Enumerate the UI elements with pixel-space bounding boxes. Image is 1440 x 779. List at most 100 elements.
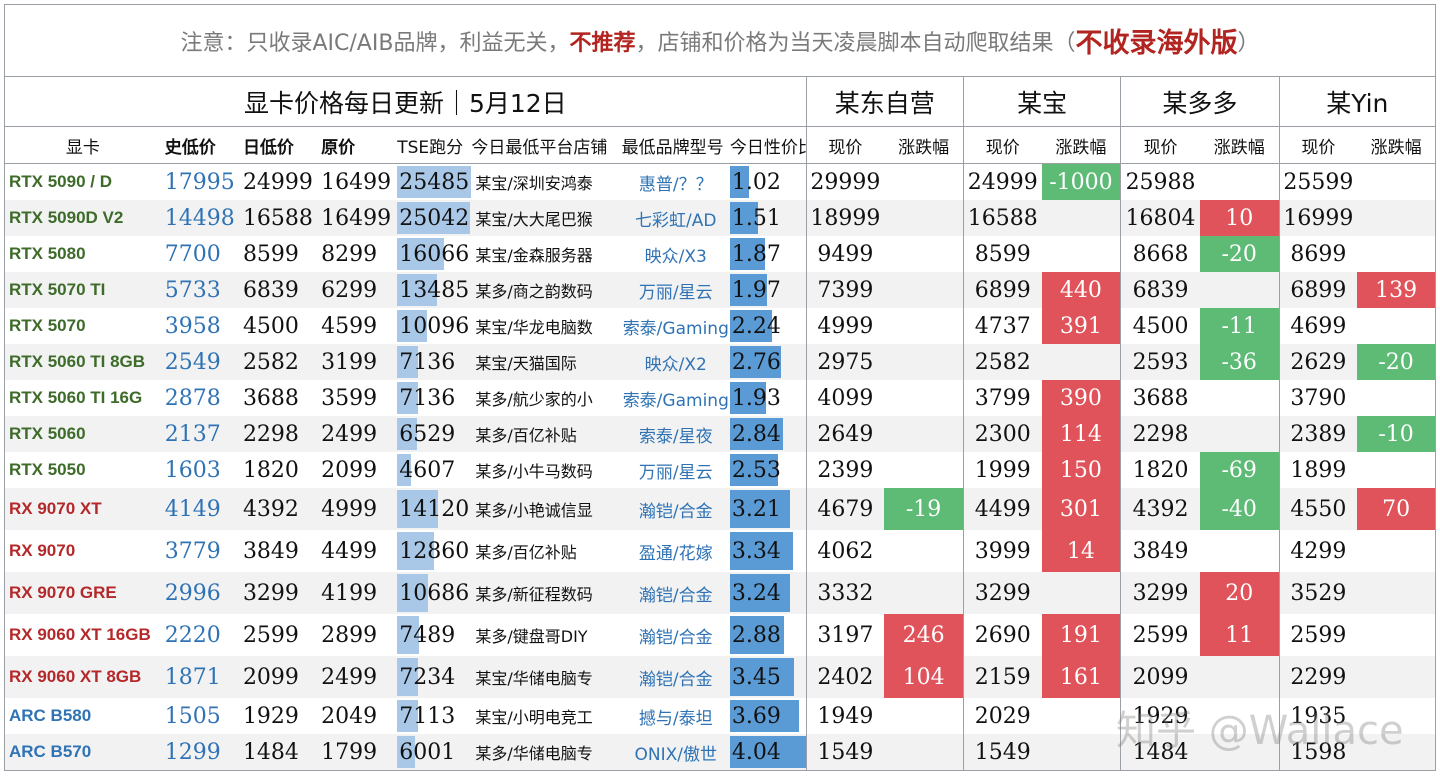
pdd-price: 2099 bbox=[1120, 656, 1200, 698]
value-ratio: 2.84 bbox=[729, 416, 807, 452]
lowest-shop: 某多/小艳诚信显 bbox=[471, 488, 622, 530]
taobao-change bbox=[1042, 236, 1121, 272]
yin-change bbox=[1357, 572, 1437, 614]
lowest-shop: 某多/新征程数码 bbox=[471, 572, 622, 614]
hist-low-price: 3779 bbox=[164, 538, 221, 564]
lowest-brand-model: 万丽/星云 bbox=[621, 272, 730, 308]
tse-score-value: 6001 bbox=[399, 739, 456, 765]
pdd-price: 25988 bbox=[1120, 163, 1200, 200]
tse-score-bar bbox=[397, 736, 416, 768]
lowest-shop: 某多/商之韵数码 bbox=[471, 272, 622, 308]
lowest-brand-model: 盈通/花嫁 bbox=[638, 543, 713, 564]
yin-price: 3529 bbox=[1278, 572, 1358, 614]
platform-pdd: 某多多 bbox=[1120, 76, 1280, 127]
gpu-name: RTX 5060 TI 8GB bbox=[3, 344, 161, 380]
hist-low-price: 1505 bbox=[164, 703, 221, 729]
tse-score-bar bbox=[397, 274, 437, 306]
platform-jd: 某东自营 bbox=[805, 76, 964, 127]
msrp-price: 3199 bbox=[317, 344, 398, 380]
msrp-price: 4199 bbox=[317, 572, 398, 614]
jd-change bbox=[884, 452, 963, 488]
gpu-name: RTX 5070 bbox=[3, 308, 161, 344]
hist-low-price: 2996 bbox=[160, 572, 239, 614]
tse-score: 7136 bbox=[397, 380, 471, 416]
pdd-price: 2298 bbox=[1120, 416, 1200, 452]
lowest-shop: 某多/键盘哥DIY bbox=[475, 627, 588, 646]
table-row: RTX 5080 7700 8599 8299 16066 某宝/金森服务器 映众/X3 1.… bbox=[3, 236, 1437, 272]
tse-score-bar bbox=[397, 454, 411, 486]
value-ratio-bar bbox=[729, 616, 784, 654]
lowest-brand-model: 瀚铠/合金 bbox=[638, 627, 713, 648]
pdd-price: 4500 bbox=[1120, 308, 1200, 344]
tse-score: 4607 bbox=[397, 452, 471, 488]
notice-text-1: 注意：只收录AIC/AIB品牌，利益无关， bbox=[180, 30, 570, 56]
gpu-name: RTX 5080 bbox=[3, 236, 161, 272]
gpu-name: RTX 5090 / D bbox=[3, 163, 161, 200]
value-ratio-bar bbox=[729, 202, 758, 234]
col-gpu: 显卡 bbox=[3, 126, 161, 164]
msrp-price: 4599 bbox=[321, 313, 378, 339]
lowest-brand-model: 索泰/Gaming bbox=[622, 318, 729, 339]
tse-score: 6001 bbox=[397, 734, 472, 771]
lowest-shop: 某宝/华储电脑专 bbox=[471, 656, 622, 698]
gpu-name: RTX 5060 bbox=[3, 416, 161, 452]
tse-score-bar bbox=[397, 202, 470, 234]
yin-price: 4699 bbox=[1278, 308, 1358, 344]
yin-price: 1899 bbox=[1278, 452, 1358, 488]
taobao-price: 1999 bbox=[962, 452, 1042, 488]
day-low-price: 3299 bbox=[238, 572, 318, 614]
jd-change bbox=[884, 308, 963, 344]
pdd-price: 1820 bbox=[1120, 452, 1200, 488]
value-ratio: 1.51 bbox=[729, 200, 807, 236]
col-msrp: 原价 bbox=[317, 126, 398, 164]
value-ratio: 3.21 bbox=[729, 488, 807, 530]
value-ratio: 3.24 bbox=[729, 572, 807, 614]
tse-score-value: 4607 bbox=[399, 457, 456, 483]
tse-score-value: 7136 bbox=[399, 385, 456, 411]
yin-change: -10 bbox=[1357, 416, 1437, 452]
day-low-price: 2582 bbox=[238, 344, 318, 380]
col-yin-change: 涨跌幅 bbox=[1357, 126, 1437, 164]
jd-price: 18999 bbox=[805, 200, 885, 236]
taobao-change: 391 bbox=[1041, 308, 1121, 344]
pdd-price: 3849 bbox=[1120, 530, 1200, 572]
yin-change bbox=[1357, 614, 1437, 656]
yin-change: -20 bbox=[1357, 344, 1437, 380]
tse-score-value: 7234 bbox=[399, 664, 456, 690]
tse-score-value: 25485 bbox=[399, 169, 470, 195]
jd-price: 2402 bbox=[805, 656, 885, 698]
gpu-price-table: 显卡价格每日更新｜5月12日 某东自营 某宝 某多多 某Yin 显卡 史低价 日… bbox=[3, 76, 1437, 771]
value-ratio-bar bbox=[729, 238, 765, 270]
tse-score-bar bbox=[397, 346, 418, 378]
value-ratio: 1.02 bbox=[729, 164, 806, 201]
jd-price: 4062 bbox=[805, 530, 885, 572]
value-ratio-bar bbox=[729, 736, 806, 768]
taobao-price: 4499 bbox=[962, 488, 1042, 530]
tse-score-bar bbox=[397, 166, 472, 198]
msrp-price: 3599 bbox=[321, 385, 378, 411]
pdd-change: -11 bbox=[1199, 308, 1280, 344]
lowest-brand-model: 瀚铠/合金 bbox=[621, 656, 730, 698]
tse-score: 7113 bbox=[397, 698, 471, 734]
lowest-shop: 某多/华储电脑专 bbox=[471, 734, 622, 771]
taobao-change: 150 bbox=[1041, 452, 1121, 488]
pdd-change: -20 bbox=[1199, 236, 1280, 272]
yin-price: 2599 bbox=[1278, 614, 1358, 656]
pdd-price: 3688 bbox=[1120, 380, 1200, 416]
pdd-change bbox=[1200, 530, 1279, 572]
lowest-shop: 某宝/金森服务器 bbox=[475, 246, 593, 265]
tse-score: 14120 bbox=[397, 488, 472, 530]
taobao-change: 114 bbox=[1041, 416, 1121, 452]
pdd-change: 20 bbox=[1199, 572, 1280, 614]
jd-change: 246 bbox=[884, 614, 964, 656]
day-low-price: 1820 bbox=[242, 457, 299, 483]
table-row: RTX 5070 TI 5733 6839 6299 13485 某多/商之韵数码 万丽/星… bbox=[3, 272, 1437, 308]
value-ratio-bar bbox=[729, 658, 795, 696]
value-ratio-bar bbox=[729, 346, 782, 378]
yin-price: 2389 bbox=[1278, 416, 1358, 452]
jd-change bbox=[884, 272, 964, 308]
col-yin-price: 现价 bbox=[1278, 126, 1358, 164]
table-row: RX 9060 XT 16GB 2220 2599 2899 7489 某多/键盘哥DIY… bbox=[3, 614, 1437, 656]
pdd-price: 2599 bbox=[1120, 614, 1200, 656]
taobao-price: 24999 bbox=[962, 163, 1042, 200]
